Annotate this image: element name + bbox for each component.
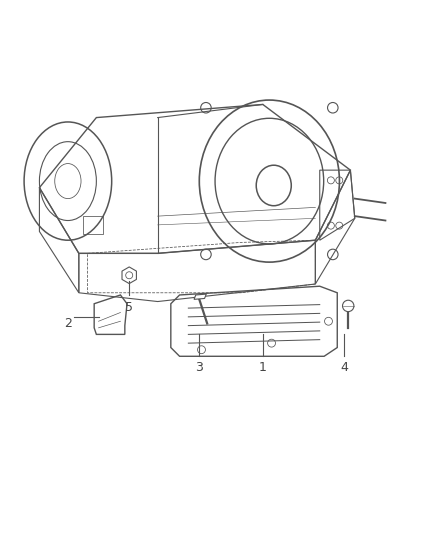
Text: 2: 2	[64, 317, 72, 330]
Polygon shape	[194, 294, 206, 300]
Text: 5: 5	[125, 301, 133, 313]
Text: 1: 1	[259, 361, 267, 374]
Text: 4: 4	[340, 361, 348, 374]
Polygon shape	[122, 267, 136, 284]
Circle shape	[343, 300, 354, 312]
Text: 3: 3	[195, 361, 203, 374]
